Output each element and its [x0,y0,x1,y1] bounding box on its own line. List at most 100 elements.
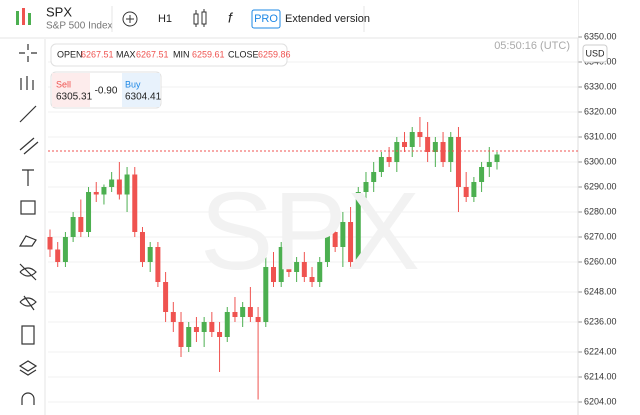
y-tick-label: 6204.00 [584,396,617,406]
candle-body [324,232,330,262]
candle-body [440,142,446,162]
y-tick-label: 6270.00 [584,231,617,241]
chart-type-button[interactable] [193,9,207,27]
y-tick-label: 6214.00 [584,371,617,381]
hide-drawings[interactable] [19,295,37,311]
candle-body [124,174,130,195]
max-value: 6267.51 [136,49,169,59]
candle-body [86,192,92,232]
candle-body [309,277,315,282]
candle-body [294,262,300,272]
candle-body [178,322,184,347]
candle-body [402,142,408,147]
shape-tool[interactable] [18,235,37,247]
candle-body [425,137,431,152]
add-button[interactable] [122,11,138,27]
candle-body [417,132,423,137]
candle-body [301,262,307,277]
candle-body [363,182,369,192]
candle-body [394,142,400,162]
candle-body [139,232,145,262]
candle-body [332,232,338,247]
y-tick-label: 6280.00 [584,206,617,216]
currency-box[interactable] [582,44,608,63]
watermark: SPX [200,170,420,293]
y-tick-label: 6248.00 [584,286,617,296]
crosshair-tool[interactable] [19,44,37,62]
candle-body [55,249,61,262]
candle-body [432,142,438,152]
open-value: 6267.51 [81,49,114,59]
y-tick-label: 6236.00 [584,316,617,326]
candle-body [340,222,346,247]
layers-tool[interactable] [18,360,38,376]
buy-price[interactable]: 6304.41 [125,92,162,103]
candle-body [232,312,238,317]
candle-body [109,179,115,187]
hide-tool[interactable] [19,263,37,281]
candle-body [278,247,284,282]
y-tick-label: 6290.00 [584,181,617,191]
close-value: 6259.86 [258,49,291,59]
indicators-button[interactable]: f [228,10,234,26]
candle-body [355,192,361,262]
sell-label[interactable]: Sell [56,79,71,89]
candle-body [286,247,292,272]
y-tick-label: 6260.00 [584,256,617,266]
min-value: 6259.61 [192,49,225,59]
candle-body [494,154,500,162]
candle-body [378,157,384,172]
spread: -0.90 [95,86,118,97]
candle-body [93,192,99,195]
y-tick-label: 6300.00 [584,156,617,166]
sell-price[interactable]: 6305.31 [56,92,93,103]
candle-body [371,172,377,182]
pro-badge[interactable] [251,9,281,29]
y-tick-label: 6224.00 [584,346,617,356]
candle-body [201,322,207,332]
left-toolbar [0,39,45,415]
close-label: CLOSE [228,49,259,59]
candle-body [155,247,161,282]
candle-body [263,267,269,322]
candle-body [479,167,485,182]
delete-all[interactable] [21,325,35,345]
candle-body [448,137,454,162]
candle-body [78,217,84,232]
rect-tool[interactable] [20,200,36,215]
candle-body [70,217,76,237]
currency[interactable]: USD [585,48,605,58]
candle-body [163,282,169,312]
text-tool[interactable] [22,169,34,186]
y-tick-label: 6310.00 [584,131,617,141]
candle-body [224,312,230,337]
indicator-tool[interactable] [20,76,34,90]
candle-body [317,262,323,282]
candle-body [47,237,53,250]
candle-body [271,267,276,282]
channel-tool[interactable] [19,137,39,155]
extended-version[interactable]: Extended version [285,13,370,25]
interval-button[interactable]: H1 [158,13,172,25]
min-label: MIN [173,49,190,59]
clock: 05:50:16 (UTC) [494,40,570,52]
open-label: OPEN [57,49,83,59]
candle-body [62,237,68,262]
candle-body [240,307,246,317]
magnet-tool[interactable] [21,392,35,405]
candle-body [409,132,415,147]
candle-body [209,322,215,332]
candle-body [132,174,138,232]
candle-body [455,137,461,187]
ohlc-panel [50,43,288,67]
pro-label[interactable]: PRO [254,13,278,25]
sell-button[interactable] [52,73,90,107]
buy-label[interactable]: Buy [125,79,141,89]
candle-body [116,179,122,195]
buy-button[interactable] [122,73,160,107]
line-tool[interactable] [19,105,37,123]
candle-body [193,327,199,332]
max-label: MAX [116,49,136,59]
candle-body [186,327,192,347]
